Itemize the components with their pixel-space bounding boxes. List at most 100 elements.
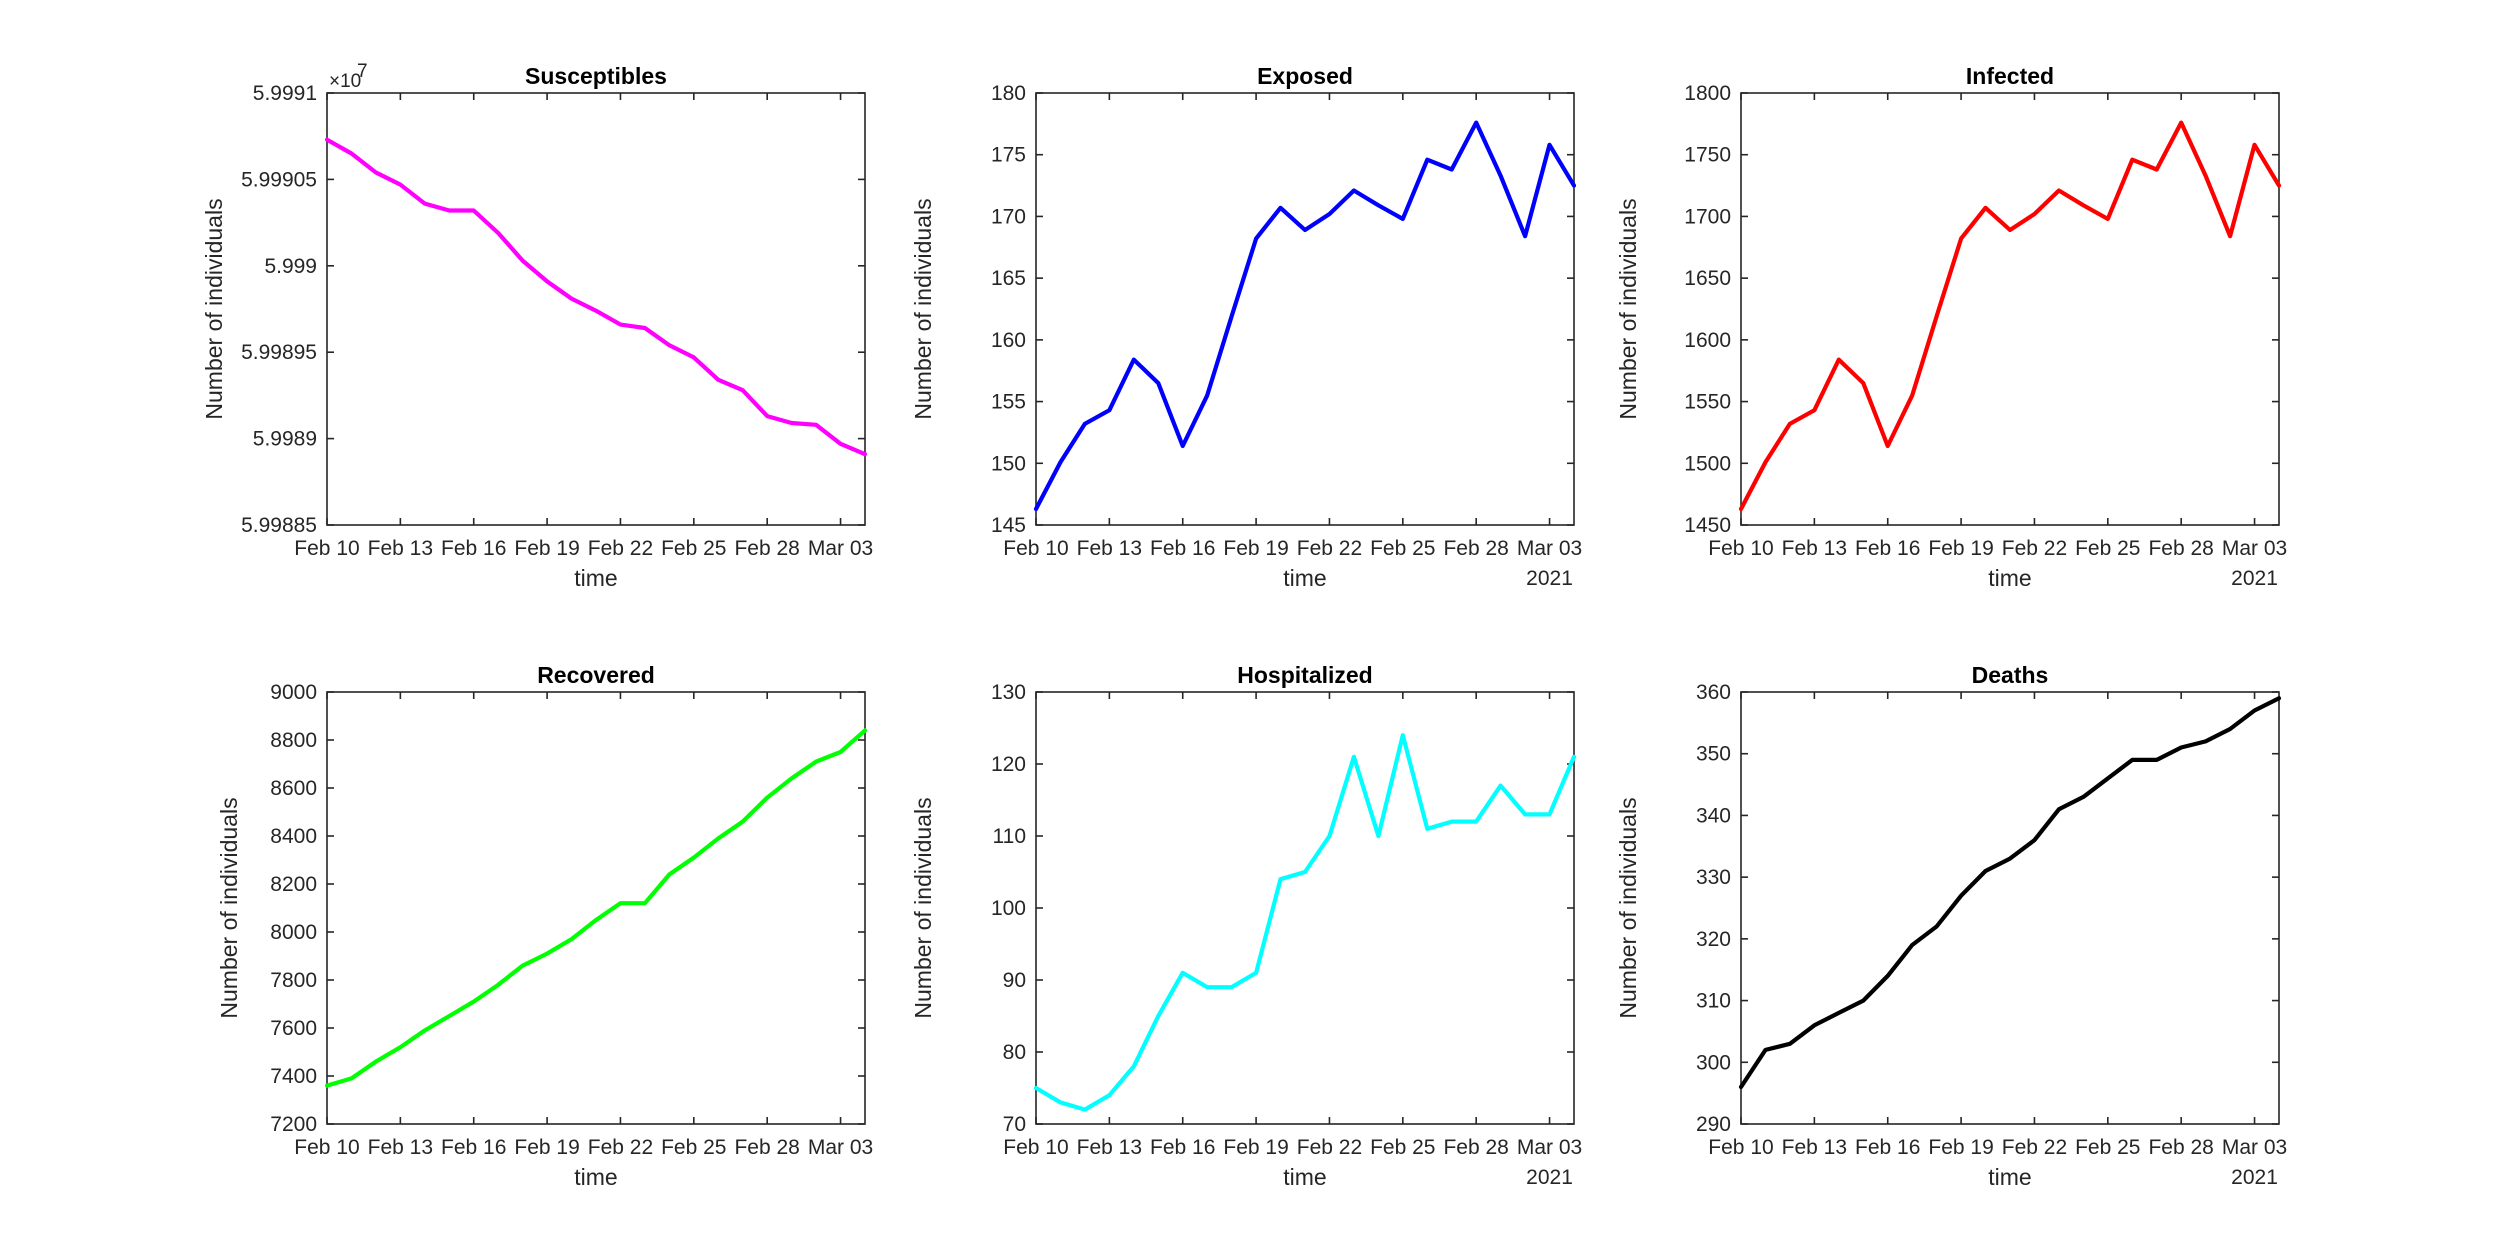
chart-title: Susceptibles (525, 63, 667, 89)
x-axis-label: time (574, 565, 617, 591)
x-tick-label: Mar 03 (1517, 537, 1582, 560)
chart-title: Deaths (1972, 662, 2049, 688)
y-tick-label: 1500 (1684, 452, 1731, 475)
y-tick-label: 340 (1696, 804, 1731, 827)
x-tick-label: Feb 19 (514, 537, 579, 560)
x-tick-label: Mar 03 (808, 1136, 873, 1159)
y-tick-label: 290 (1696, 1113, 1731, 1136)
x-axis-label: time (1283, 565, 1326, 591)
x-tick-label: Feb 10 (1708, 537, 1773, 560)
y-tick-label: 1650 (1684, 267, 1731, 290)
y-tick-label: 145 (991, 514, 1026, 537)
x-tick-label: Feb 22 (2002, 537, 2067, 560)
y-axis-label: Number of individuals (201, 198, 227, 419)
x-tick-label: Feb 19 (514, 1136, 579, 1159)
x-tick-label: Feb 19 (1928, 537, 1993, 560)
axes-box (326, 691, 866, 1125)
chart-panel-1: 5.99885 5.9989 5.99895 5.999 5.99905 5.9991 Fe… (201, 61, 873, 591)
chart-panel-2: 145 150 155 160 165 170 175 180 Feb 10 Feb 13 Feb … (910, 63, 1582, 591)
x-tick-label: Feb 10 (294, 1136, 359, 1159)
x-tick-label: Feb 16 (1150, 1136, 1215, 1159)
x-tick-label: Feb 10 (1708, 1136, 1773, 1159)
chart-panel-3: 1450 1500 1550 1600 1650 1700 1750 1800 Feb 10 Fe… (1615, 63, 2287, 591)
y-tick-label: 350 (1696, 743, 1731, 766)
x-tick-label: Feb 22 (588, 537, 653, 560)
x-tick-label: Feb 19 (1223, 1136, 1288, 1159)
x-tick-label: Feb 19 (1928, 1136, 1993, 1159)
y-tick-label: 1800 (1684, 82, 1731, 105)
x-tick-label: Mar 03 (2222, 537, 2287, 560)
y-tick-label: 8800 (270, 729, 317, 752)
y-axis-label: Number of individuals (216, 797, 242, 1018)
chart-title: Hospitalized (1237, 662, 1372, 688)
x-tick-label: Feb 16 (1150, 537, 1215, 560)
x-tick-label: Feb 13 (1782, 1136, 1847, 1159)
y-tick-label: 9000 (270, 681, 317, 704)
x-tick-label: Feb 28 (734, 537, 799, 560)
x-tick-label: Feb 13 (368, 1136, 433, 1159)
x-axis-label: time (1988, 565, 2031, 591)
x-axis-label: time (1988, 1164, 2031, 1190)
y-axis-label: Number of individuals (1615, 198, 1641, 419)
x-tick-label: Feb 16 (441, 1136, 506, 1159)
x-tick-label: Feb 25 (1370, 1136, 1435, 1159)
y-tick-label: 7400 (270, 1065, 317, 1088)
x-tick-label: Feb 10 (1003, 537, 1068, 560)
y-tick-label: 8600 (270, 777, 317, 800)
x-tick-label: Feb 25 (2075, 537, 2140, 560)
y-tick-label: 300 (1696, 1051, 1731, 1074)
x-tick-label: Feb 28 (2148, 1136, 2213, 1159)
x-tick-label: Mar 03 (1517, 1136, 1582, 1159)
y-tick-label: 150 (991, 452, 1026, 475)
y-exponent-power: 7 (357, 61, 368, 82)
y-tick-label: 5.99895 (241, 341, 317, 364)
y-tick-label: 7800 (270, 969, 317, 992)
y-tick-label: 5.999 (264, 255, 317, 278)
y-tick-label: 160 (991, 329, 1026, 352)
x-tick-label: Feb 16 (1855, 1136, 1920, 1159)
x-tick-label: Feb 16 (1855, 537, 1920, 560)
y-tick-label: 7200 (270, 1113, 317, 1136)
chart-title: Recovered (537, 662, 655, 688)
y-tick-label: 170 (991, 205, 1026, 228)
axes-box (1740, 92, 2280, 526)
x-axis-label: time (1283, 1164, 1326, 1190)
x-tick-label: Feb 13 (368, 537, 433, 560)
y-tick-label: 7600 (270, 1017, 317, 1040)
y-tick-label: 100 (991, 897, 1026, 920)
year-label: 2021 (2231, 567, 2278, 590)
y-tick-label: 1750 (1684, 144, 1731, 167)
y-tick-label: 360 (1696, 681, 1731, 704)
y-tick-label: 5.9991 (253, 82, 317, 105)
y-tick-label: 1450 (1684, 514, 1731, 537)
y-tick-label: 5.99905 (241, 168, 317, 191)
chart-title: Infected (1966, 63, 2054, 89)
y-axis-label: Number of individuals (1615, 797, 1641, 1018)
x-axis-label: time (574, 1164, 617, 1190)
year-label: 2021 (2231, 1166, 2278, 1189)
x-tick-label: Mar 03 (808, 537, 873, 560)
x-tick-label: Feb 25 (2075, 1136, 2140, 1159)
y-tick-label: 8400 (270, 825, 317, 848)
y-tick-label: 110 (993, 825, 1026, 848)
series-line (1738, 696, 2282, 1090)
y-tick-label: 310 (1696, 990, 1731, 1013)
x-tick-label: Feb 10 (1003, 1136, 1068, 1159)
y-tick-label: 8000 (270, 921, 317, 944)
year-label: 2021 (1526, 1166, 1573, 1189)
y-tick-label: 1550 (1684, 391, 1731, 414)
x-tick-label: Feb 22 (1297, 1136, 1362, 1159)
year-label: 2021 (1526, 567, 1573, 590)
x-tick-label: Feb 28 (1443, 537, 1508, 560)
x-tick-label: Feb 22 (1297, 537, 1362, 560)
x-tick-label: Mar 03 (2222, 1136, 2287, 1159)
x-tick-label: Feb 19 (1223, 537, 1288, 560)
y-axis-label: Number of individuals (910, 198, 936, 419)
y-tick-label: 320 (1696, 928, 1731, 951)
x-tick-label: Feb 28 (2148, 537, 2213, 560)
x-tick-label: Feb 22 (588, 1136, 653, 1159)
y-tick-label: 90 (1003, 969, 1026, 992)
x-tick-label: Feb 10 (294, 537, 359, 560)
y-tick-label: 180 (991, 82, 1026, 105)
axes-box (1740, 691, 2280, 1125)
